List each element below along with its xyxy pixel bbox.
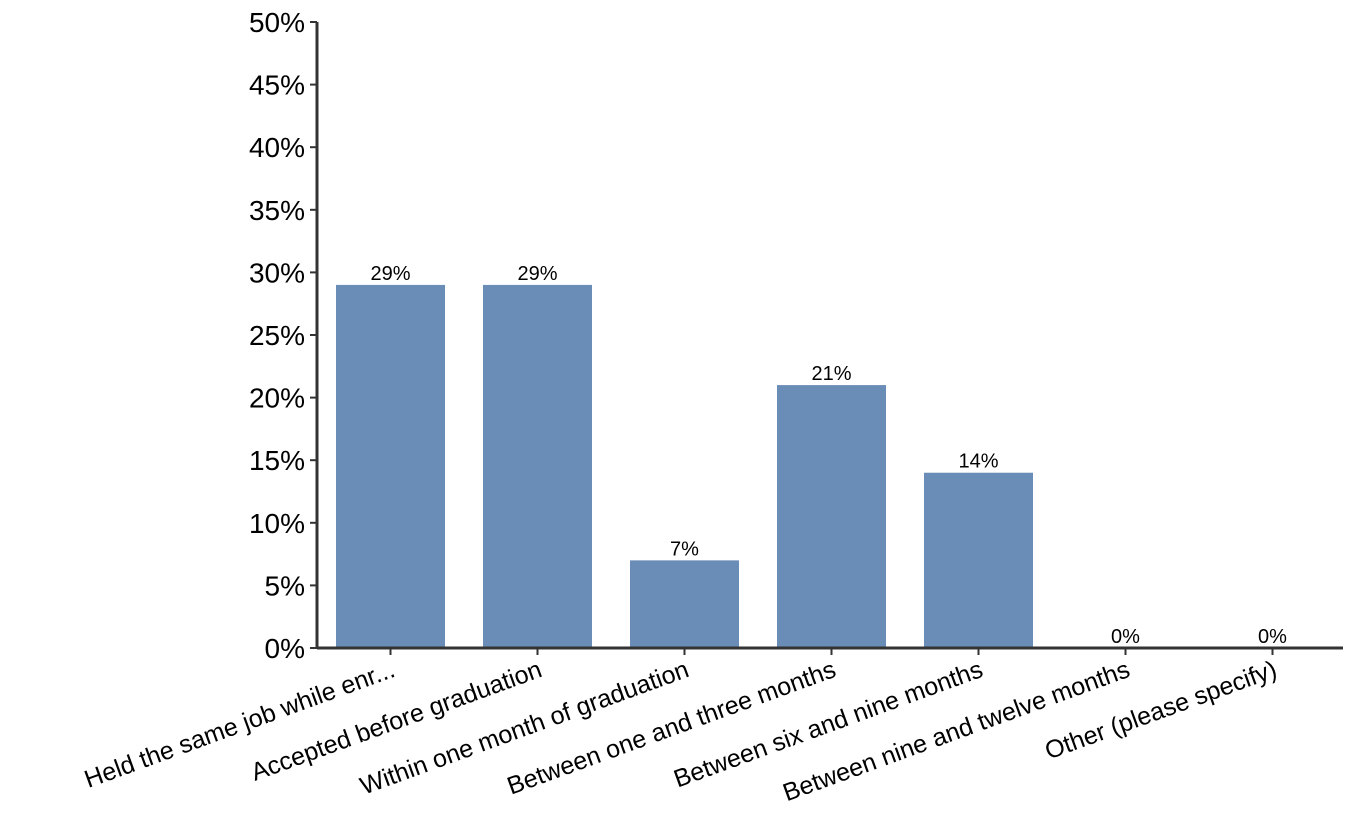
y-tick-label: 25%	[249, 320, 305, 351]
data-labels: 29% 29% 7% 21% 14% 0% 0%	[370, 263, 1287, 648]
y-tick-label: 15%	[249, 445, 305, 476]
y-tick-label: 50%	[249, 7, 305, 38]
y-tick-label: 5%	[265, 570, 305, 601]
bar	[777, 385, 886, 648]
y-tick-label: 20%	[249, 383, 305, 414]
y-tick-label: 45%	[249, 70, 305, 101]
y-tick-label: 0%	[265, 633, 305, 664]
y-tick-label: 10%	[249, 508, 305, 539]
data-label: 7%	[670, 538, 699, 560]
data-label: 21%	[811, 363, 851, 385]
y-axis: 0% 5% 10% 15% 20% 25% 30% 35% 40% 45% 50%	[249, 7, 319, 664]
y-tick-label: 35%	[249, 195, 305, 226]
data-label: 29%	[370, 263, 410, 285]
bar	[924, 472, 1033, 648]
y-tick-label: 40%	[249, 132, 305, 163]
y-tick-label: 30%	[249, 257, 305, 288]
bars	[336, 284, 1033, 648]
data-label: 14%	[958, 451, 998, 473]
data-label: 0%	[1258, 626, 1287, 648]
data-label: 29%	[517, 263, 557, 285]
bar	[630, 560, 739, 648]
bar	[336, 284, 445, 648]
bar	[483, 284, 592, 648]
data-label: 0%	[1111, 626, 1140, 648]
x-axis: Held the same job while enr...Accepted b…	[81, 646, 1343, 807]
